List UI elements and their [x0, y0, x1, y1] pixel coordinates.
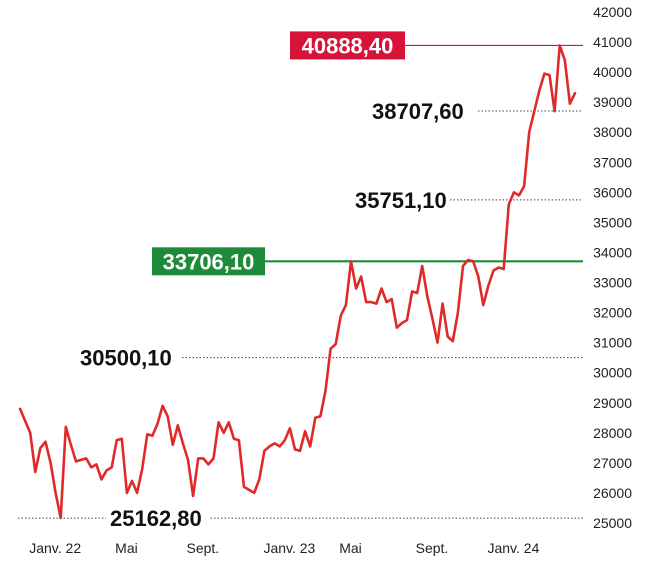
- y-tick-label: 38000: [593, 124, 632, 140]
- y-tick-label: 42000: [593, 4, 632, 20]
- y-tick-label: 27000: [593, 455, 632, 471]
- y-tick-label: 25000: [593, 515, 632, 531]
- annotation-label: 38707,60: [372, 99, 464, 124]
- y-tick-label: 33000: [593, 275, 632, 291]
- y-tick-label: 39000: [593, 94, 632, 110]
- y-tick-label: 36000: [593, 184, 632, 200]
- x-tick-label: Janv. 23: [263, 540, 315, 556]
- annotation-label: 25162,80: [110, 506, 202, 531]
- y-tick-label: 31000: [593, 335, 632, 351]
- annotation-box: [152, 247, 265, 276]
- x-tick-label: Janv. 24: [487, 540, 539, 556]
- annotation-label: 40888,40: [302, 33, 394, 58]
- y-axis: 25000 26000 27000 28000 29000 30000 31000 32000…: [593, 4, 632, 531]
- x-tick-label: Mai: [339, 540, 362, 556]
- y-tick-label: 30000: [593, 365, 632, 381]
- y-tick-label: 41000: [593, 34, 632, 50]
- annotation-box: [290, 31, 405, 60]
- series-layer: [18, 44, 577, 520]
- annotation-label: 35751,10: [355, 188, 447, 213]
- y-tick-label: 29000: [593, 395, 632, 411]
- series-line: [18, 44, 577, 520]
- x-tick-label: Sept.: [186, 540, 219, 556]
- y-tick-label: 37000: [593, 154, 632, 170]
- y-tick-label: 28000: [593, 425, 632, 441]
- y-tick-label: 32000: [593, 305, 632, 321]
- x-tick-label: Mai: [115, 540, 138, 556]
- x-axis: Janv. 22 Mai Sept. Janv. 23 Mai Sept. Janv. 24: [29, 540, 539, 556]
- y-tick-label: 34000: [593, 244, 632, 260]
- x-tick-label: Janv. 22: [29, 540, 81, 556]
- annotation-label: 30500,10: [80, 346, 172, 371]
- reference-lines: [18, 44, 583, 519]
- annotation-labels: 40888,40 38707,60 35751,10 33706,10 30500,10…: [80, 31, 464, 533]
- annotation-mask: [106, 504, 210, 533]
- annotation-label: 33706,10: [163, 249, 255, 274]
- x-tick-label: Sept.: [416, 540, 449, 556]
- y-tick-label: 40000: [593, 64, 632, 80]
- y-tick-label: 35000: [593, 214, 632, 230]
- y-tick-label: 26000: [593, 485, 632, 501]
